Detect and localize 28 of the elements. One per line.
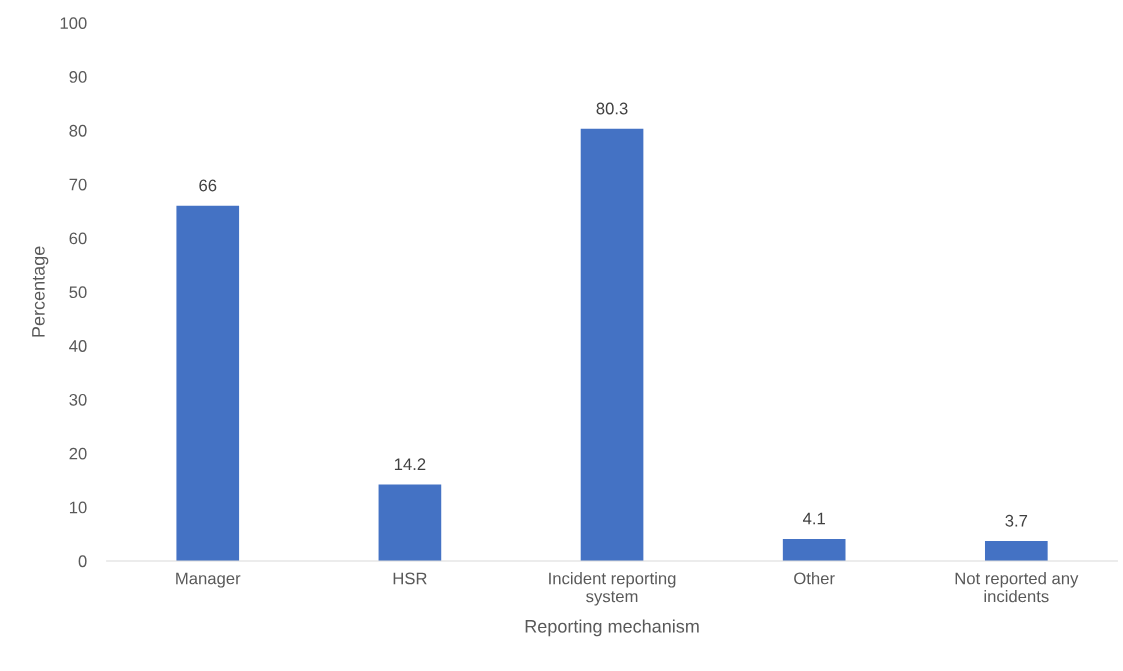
bar — [580, 128, 644, 561]
x-tick-label: Incident reporting system — [549, 572, 676, 606]
y-tick-label: 100 — [60, 17, 87, 30]
bar — [378, 484, 442, 561]
y-tick-label: 20 — [69, 447, 87, 460]
data-label: 66 — [199, 179, 217, 192]
y-tick-label: 40 — [69, 340, 87, 352]
y-tick-label: 50 — [69, 286, 87, 299]
x-tick-label: Other — [794, 572, 835, 585]
x-tick-label: Manager — [176, 572, 241, 588]
y-tick-label: 80 — [69, 124, 87, 137]
y-tick-label: 30 — [69, 393, 87, 406]
y-tick-label: 60 — [69, 232, 87, 245]
data-label: 80.3 — [596, 102, 628, 115]
bar — [782, 538, 846, 561]
data-label: 14.2 — [394, 458, 426, 470]
y-tick-label: 10 — [69, 501, 87, 514]
y-tick-label: 70 — [69, 178, 87, 191]
x-tick-label: Not reported any incidents — [955, 572, 1079, 603]
data-label: 3.7 — [1005, 514, 1028, 527]
y-tick-label: 0 — [78, 555, 87, 568]
data-label: 4.1 — [802, 512, 825, 525]
x-axis-title: Reporting mechanism — [525, 619, 699, 637]
bar — [176, 205, 240, 561]
bar — [984, 541, 1048, 561]
y-axis-title: Percentage — [32, 246, 49, 337]
y-tick-label: 90 — [69, 71, 87, 83]
x-tick-label: HSR — [393, 572, 427, 585]
